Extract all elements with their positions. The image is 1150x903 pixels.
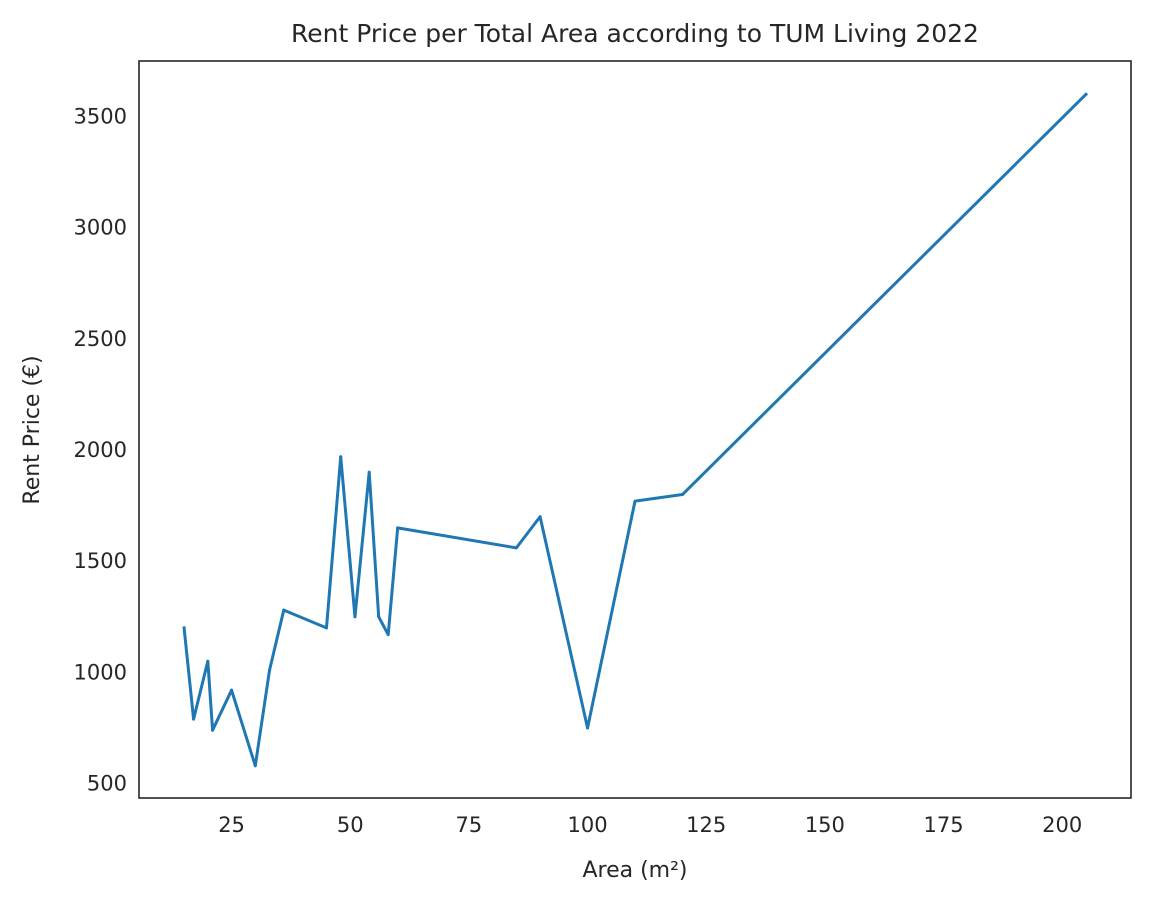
y-axis-label: Rent Price (€) bbox=[20, 355, 45, 504]
x-tick-label: 50 bbox=[337, 813, 364, 837]
data-point bbox=[253, 764, 257, 768]
data-point bbox=[386, 633, 390, 637]
x-tick-label: 150 bbox=[805, 813, 845, 837]
x-tick-label: 200 bbox=[1042, 813, 1082, 837]
data-point bbox=[339, 455, 343, 459]
data-point bbox=[680, 493, 684, 497]
y-tick-label: 1500 bbox=[74, 549, 127, 573]
x-tick-label: 75 bbox=[456, 813, 483, 837]
data-point bbox=[538, 515, 542, 519]
plot-frame bbox=[138, 60, 1132, 799]
data-point bbox=[377, 615, 381, 619]
x-axis-ticks: 25 50 75 100 125 150 175 200 bbox=[218, 813, 1082, 837]
x-tick-label: 125 bbox=[686, 813, 726, 837]
data-point bbox=[514, 546, 518, 550]
y-tick-label: 1000 bbox=[74, 660, 127, 684]
data-point bbox=[182, 626, 186, 630]
series-layer bbox=[182, 92, 1089, 768]
y-axis-ticks: 500 1000 1500 2000 2500 3000 3500 bbox=[74, 105, 127, 796]
data-point bbox=[211, 728, 215, 732]
data-point bbox=[324, 626, 328, 630]
data-point bbox=[192, 717, 196, 721]
data-point bbox=[230, 688, 234, 692]
data-point bbox=[633, 499, 637, 503]
data-point bbox=[353, 615, 357, 619]
x-tick-label: 175 bbox=[923, 813, 963, 837]
y-tick-label: 500 bbox=[87, 772, 127, 796]
x-tick-label: 25 bbox=[218, 813, 245, 837]
plot-area bbox=[139, 61, 1131, 798]
data-point bbox=[367, 470, 371, 474]
x-tick-label: 100 bbox=[567, 813, 607, 837]
y-tick-label: 2000 bbox=[74, 438, 127, 462]
y-tick-label: 2500 bbox=[74, 327, 127, 351]
data-point bbox=[586, 726, 590, 730]
x-axis-label: Area (m²) bbox=[582, 858, 687, 883]
y-tick-label: 3500 bbox=[74, 105, 127, 129]
data-point bbox=[206, 659, 210, 663]
data-point bbox=[1084, 92, 1088, 96]
y-tick-label: 3000 bbox=[74, 216, 127, 240]
data-point bbox=[268, 668, 272, 672]
chart-title: Rent Price per Total Area according to T… bbox=[291, 19, 979, 48]
data-point bbox=[396, 526, 400, 530]
data-point bbox=[282, 608, 286, 612]
